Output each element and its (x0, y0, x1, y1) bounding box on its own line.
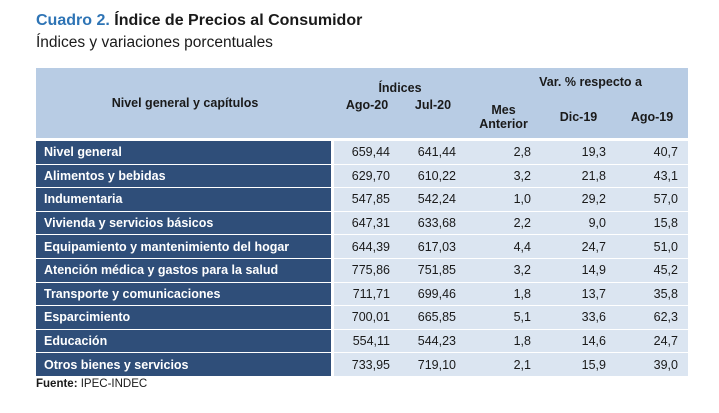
row-value: 14,6 (541, 329, 616, 354)
col-ago20: Ago-20 (334, 95, 400, 138)
row-value: 641,44 (400, 141, 466, 165)
row-value: 57,0 (616, 188, 688, 212)
row-value: 3,2 (466, 164, 541, 189)
row-value: 700,01 (334, 306, 400, 330)
table-body: Nivel general 659,44 641,44 2,8 19,3 40,7 Alim… (36, 138, 688, 377)
row-value: 40,7 (616, 141, 688, 165)
row-value: 13,7 (541, 282, 616, 307)
table-subtitle: Índices y variaciones porcentuales (36, 34, 273, 51)
row-value: 39,0 (616, 353, 688, 377)
row-value: 45,2 (616, 258, 688, 283)
row-value: 633,68 (400, 211, 466, 236)
table-row: Otros bienes y servicios 733,95 719,10 2,1 1… (36, 353, 688, 377)
header-row-top: Nivel general y capítulos Índices Var. %… (36, 68, 688, 138)
row-value: 19,3 (541, 141, 616, 165)
row-value: 35,8 (616, 282, 688, 307)
row-value: 554,11 (334, 329, 400, 354)
row-value: 4,4 (466, 235, 541, 259)
row-label: Vivienda y servicios básicos (36, 211, 334, 236)
table-number: Cuadro 2. (36, 12, 110, 29)
title-text: Índice de Precios al Consumidor (114, 12, 363, 29)
row-value: 29,2 (541, 188, 616, 212)
col-jul20: Jul-20 (400, 95, 466, 138)
table-row: Nivel general 659,44 641,44 2,8 19,3 40,7 (36, 141, 688, 165)
row-value: 711,71 (334, 282, 400, 307)
row-value: 547,85 (334, 188, 400, 212)
source-label: Fuente: (36, 378, 78, 390)
row-value: 1,8 (466, 282, 541, 307)
table-row: Esparcimiento 700,01 665,85 5,1 33,6 62,3 (36, 306, 688, 330)
col-mes-line2: Anterior (479, 116, 528, 131)
row-label: Nivel general (36, 141, 334, 165)
row-label: Atención médica y gastos para la salud (36, 258, 334, 283)
row-label: Alimentos y bebidas (36, 164, 334, 189)
row-value: 665,85 (400, 306, 466, 330)
row-value: 5,1 (466, 306, 541, 330)
row-value: 21,8 (541, 164, 616, 189)
table-row: Atención médica y gastos para la salud 77… (36, 258, 688, 283)
row-value: 1,0 (466, 188, 541, 212)
table-row: Vivienda y servicios básicos 647,31 633,68… (36, 211, 688, 236)
row-value: 775,86 (334, 258, 400, 283)
row-value: 43,1 (616, 164, 688, 189)
row-value: 14,9 (541, 258, 616, 283)
table-row: Transporte y comunicaciones 711,71 699,46 1… (36, 282, 688, 307)
col-dic19: Dic-19 (541, 95, 616, 138)
row-value: 51,0 (616, 235, 688, 259)
source-note: Fuente: IPEC-INDEC (36, 378, 147, 390)
row-label: Otros bienes y servicios (36, 353, 334, 377)
source-value: IPEC-INDEC (80, 378, 148, 390)
row-value: 24,7 (541, 235, 616, 259)
row-value: 610,22 (400, 164, 466, 189)
col-mes-anterior: Mes Anterior (466, 95, 541, 138)
row-value: 719,10 (400, 353, 466, 377)
row-value: 2,8 (466, 141, 541, 165)
row-label: Equipamiento y mantenimiento del hogar (36, 235, 334, 259)
row-value: 3,2 (466, 258, 541, 283)
row-value: 62,3 (616, 306, 688, 330)
row-label: Transporte y comunicaciones (36, 282, 334, 307)
col-ago19: Ago-19 (616, 95, 688, 138)
table-title: Cuadro 2. Índice de Precios al Consumido… (36, 10, 362, 32)
header-row-bottom: Ago-20 Jul-20 Mes Anterior Dic-19 Ago-19 (36, 95, 688, 138)
row-value: 644,39 (334, 235, 400, 259)
row-value: 659,44 (334, 141, 400, 165)
row-value: 15,9 (541, 353, 616, 377)
row-value: 544,23 (400, 329, 466, 354)
col-mes-line1: Mes (491, 102, 516, 117)
row-value: 617,03 (400, 235, 466, 259)
row-value: 24,7 (616, 329, 688, 354)
row-value: 629,70 (334, 164, 400, 189)
cpi-table: Nivel general y capítulos Índices Var. %… (36, 68, 688, 377)
row-value: 647,31 (334, 211, 400, 236)
row-value: 542,24 (400, 188, 466, 212)
row-value: 2,1 (466, 353, 541, 377)
table-row: Indumentaria 547,85 542,24 1,0 29,2 57,0 (36, 188, 688, 212)
table-row: Alimentos y bebidas 629,70 610,22 3,2 21,8 43… (36, 164, 688, 189)
row-label: Esparcimiento (36, 306, 334, 330)
caption-header: Nivel general y capítulos (36, 68, 334, 138)
row-value: 1,8 (466, 329, 541, 354)
row-label: Indumentaria (36, 188, 334, 212)
row-label: Educación (36, 329, 334, 354)
row-value: 9,0 (541, 211, 616, 236)
table-row: Educación 554,11 544,23 1,8 14,6 24,7 (36, 329, 688, 354)
indices-header: Índices (334, 68, 466, 95)
table-row: Equipamiento y mantenimiento del hogar 64… (36, 235, 688, 259)
variation-header: Var. % respecto a (466, 68, 688, 95)
row-value: 33,6 (541, 306, 616, 330)
row-value: 733,95 (334, 353, 400, 377)
row-value: 2,2 (466, 211, 541, 236)
row-value: 15,8 (616, 211, 688, 236)
title-block: Cuadro 2. Índice de Precios al Consumido… (36, 10, 362, 54)
row-value: 699,46 (400, 282, 466, 307)
row-value: 751,85 (400, 258, 466, 283)
